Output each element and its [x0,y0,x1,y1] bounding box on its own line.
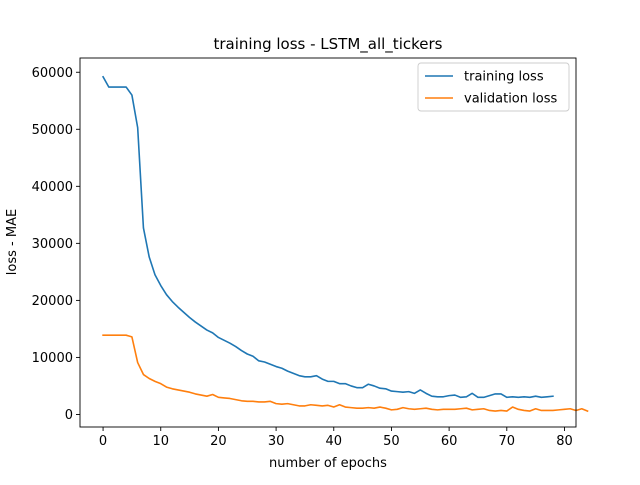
y-tick-label: 40000 [32,180,73,195]
x-tick-label: 80 [556,434,573,449]
y-tick-label: 30000 [32,237,73,252]
y-tick-label: 10000 [32,351,73,366]
x-tick-label: 50 [383,434,400,449]
y-tick-label: 0 [65,408,73,423]
x-tick-label: 10 [152,434,169,449]
y-tick-label: 60000 [32,66,73,81]
series-line-validation-loss [102,334,589,413]
x-axis-label: number of epochs [269,456,387,471]
y-axis-label: loss - MAE [5,209,20,275]
x-tick-label: 20 [210,434,227,449]
x-tick-label: 30 [268,434,285,449]
x-tick-label: 0 [99,434,107,449]
legend: training loss validation loss [417,62,570,112]
y-tick-label: 50000 [32,123,73,138]
series-layer [101,75,589,413]
legend-box [417,62,570,112]
legend-label: validation loss [464,92,557,107]
legend-label: training loss [464,70,544,85]
x-tick-label: 60 [441,434,458,449]
chart-title: training loss - LSTM_all_tickers [214,35,443,54]
y-tick-label: 20000 [32,294,73,309]
x-tick-label: 70 [499,434,516,449]
series-line-training-loss [101,75,554,399]
x-tick-label: 40 [325,434,342,449]
axes-layer: 0 10 20 30 40 50 60 70 80 0 10000 20000 30000 40000 50… [32,57,577,449]
plot-frame [79,57,577,428]
